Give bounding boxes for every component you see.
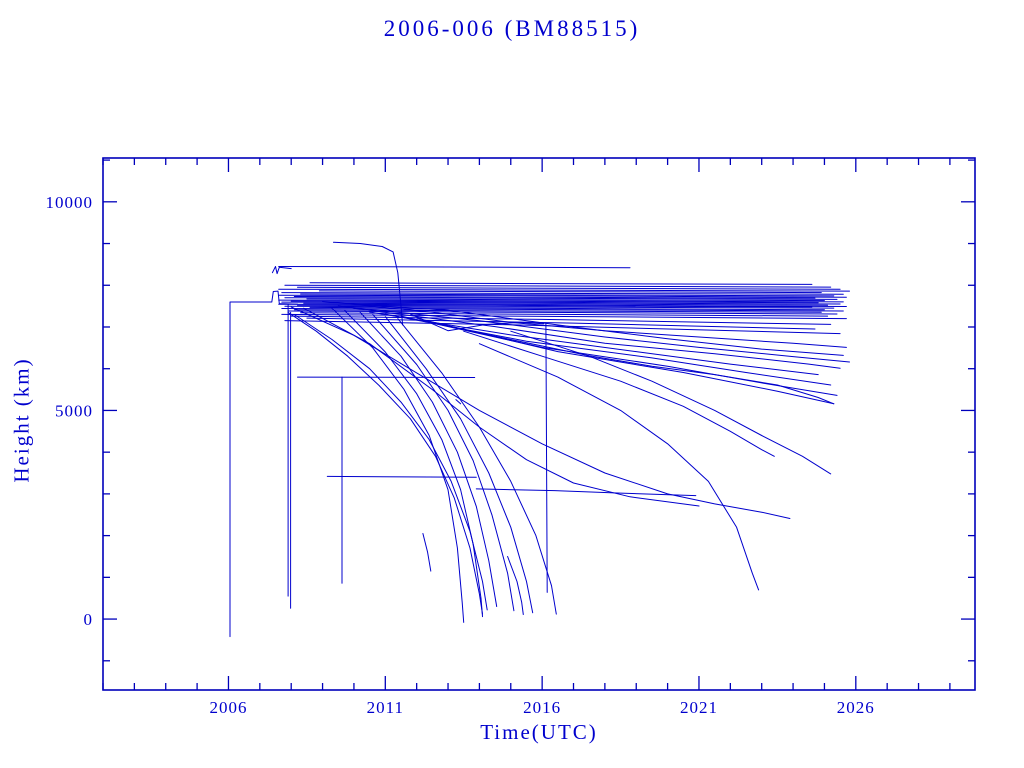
series-early01	[287, 311, 483, 615]
series-long04	[431, 322, 835, 405]
y-tick-label: 5000	[55, 401, 93, 420]
series-band19	[309, 306, 825, 311]
series-band26	[306, 317, 816, 330]
series-band18	[284, 305, 835, 309]
axis-ticks	[102, 158, 975, 690]
series-band13	[290, 300, 819, 304]
series-band06	[281, 292, 844, 295]
series-steep05	[397, 318, 557, 615]
series-steep04	[344, 309, 483, 618]
series-fan05	[384, 313, 832, 386]
x-tick-label: 2016	[523, 698, 561, 717]
series-group	[229, 241, 850, 638]
series-band09	[293, 296, 816, 299]
series-vert01	[229, 290, 298, 638]
y-tick-label: 0	[84, 610, 94, 629]
series-band12	[278, 299, 844, 303]
series-top02	[278, 266, 631, 269]
series-steep01	[359, 311, 498, 607]
tick-labels: 2006 2011 2016 2021 2026 0 5000 10000	[46, 193, 875, 717]
series-band14	[281, 301, 841, 305]
series-band10	[284, 297, 838, 300]
series-fan03	[353, 307, 841, 369]
x-tick-label: 2026	[837, 698, 875, 717]
series-plateau01	[409, 313, 545, 332]
series-decay02	[303, 307, 700, 507]
series-fan04	[369, 311, 819, 376]
x-tick-label: 2006	[209, 698, 247, 717]
series-band11	[306, 298, 825, 302]
series-frag01	[422, 533, 432, 572]
series-long01	[463, 330, 775, 457]
series-long02	[510, 330, 832, 475]
series-frag02	[507, 556, 524, 615]
series-decay01	[290, 306, 791, 519]
series-long03	[478, 343, 760, 591]
series-band15	[303, 302, 829, 306]
series-top01	[333, 241, 404, 326]
series-frag03	[455, 399, 462, 405]
series-band04	[278, 288, 850, 292]
series-band22	[287, 310, 838, 315]
series-fan01	[322, 301, 844, 356]
series-zig01	[271, 266, 292, 275]
x-tick-label: 2011	[367, 698, 404, 717]
series-band02	[284, 284, 832, 288]
series-vert05	[545, 323, 548, 593]
plot-frame	[102, 157, 976, 691]
series-band03	[297, 286, 841, 290]
x-axis-label: Time(UTC)	[480, 720, 598, 744]
series-band23	[300, 312, 829, 317]
series-band05	[318, 290, 822, 294]
series-fan08	[347, 303, 847, 348]
y-tick-label: 10000	[46, 193, 94, 212]
x-tick-label: 2021	[680, 698, 718, 717]
series-horiz03	[475, 488, 697, 497]
series-band01	[309, 282, 813, 285]
series-band07	[300, 293, 835, 297]
series-steep03	[384, 316, 534, 614]
series-early02	[293, 314, 488, 611]
series-fan07	[416, 317, 835, 405]
series-band24	[281, 313, 847, 320]
chart-title: 2006-006 (BM88515)	[383, 16, 641, 41]
series-fan02	[337, 305, 850, 363]
series-band08	[278, 294, 847, 298]
series-steep02	[372, 314, 515, 612]
series-horiz02	[326, 475, 477, 478]
